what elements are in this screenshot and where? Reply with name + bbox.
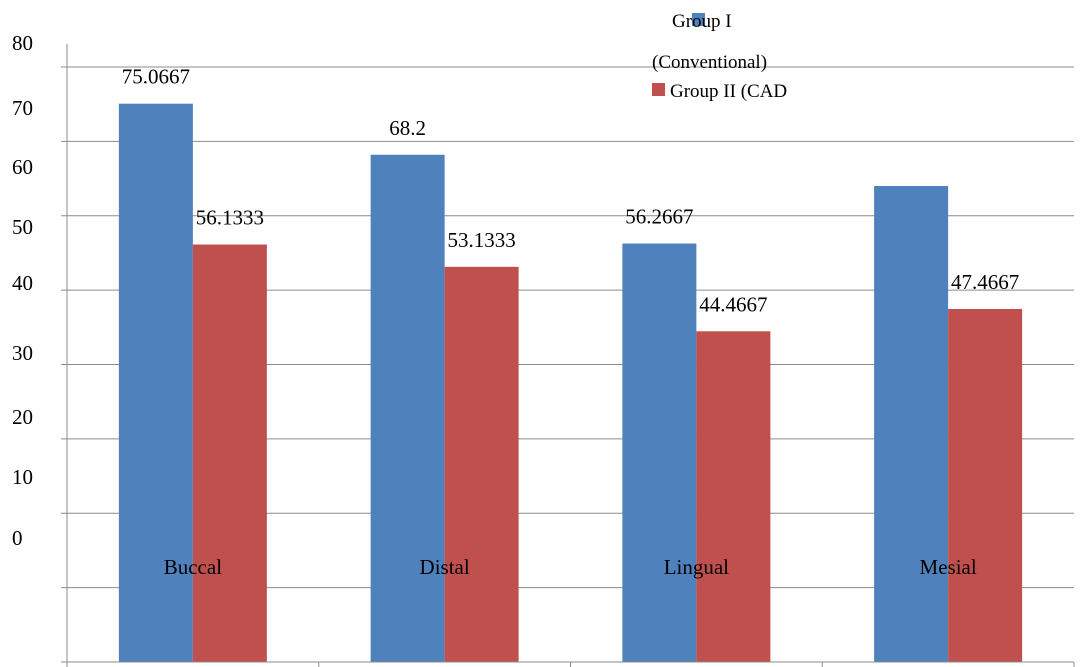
y-tick-label: 40 [12,271,33,295]
y-tick-label: 80 [12,31,33,55]
y-tick-label: 70 [12,96,33,120]
legend: Group I (Conventional) Group II (CAD [652,11,787,102]
legend-swatch-group-1 [692,13,705,26]
bar-2-distal [444,266,519,662]
value-labels: 75.0667 68.2 56.2667 56.1333 53.1333 44.4667 4… [122,65,1020,317]
bar-2-lingual [696,331,771,662]
y-tick-labels: 80 70 60 50 40 30 20 10 0 [12,31,33,550]
value-label-1-distal: 68.2 [389,116,426,140]
bar-2-mesial [948,308,1023,662]
y-tick-label: 20 [12,405,33,429]
value-label-1-lingual: 56.2667 [625,205,693,229]
bar-1-distal [370,154,445,662]
legend-label-group-2: Group II (CAD [670,81,787,102]
category-label-mesial: Mesial [920,555,977,579]
axes [61,44,1075,667]
bar-1-lingual [622,243,697,662]
category-labels: Buccal Distal Lingual Mesial [164,555,977,579]
category-label-buccal: Buccal [164,555,222,579]
bar-1-mesial [874,186,949,662]
bar-1-buccal [118,103,193,663]
value-label-2-lingual: 44.4667 [699,292,767,316]
legend-label-group-1-line-2: (Conventional) [652,52,767,73]
y-tick-label: 50 [12,215,33,239]
y-tick-label: 30 [12,341,33,365]
category-label-distal: Distal [420,555,470,579]
legend-label-group-1-line-1: Group I [672,11,732,32]
bar-2-buccal [192,244,267,662]
value-label-2-mesial: 47.4667 [951,270,1019,294]
value-label-2-distal: 53.1333 [448,228,516,252]
bars [118,103,1023,663]
value-label-1-buccal: 75.0667 [122,65,190,89]
value-label-2-buccal: 56.1333 [196,206,264,230]
category-label-lingual: Lingual [664,555,729,579]
legend-swatch-group-2 [652,83,665,96]
y-tick-label: 10 [12,465,33,489]
y-tick-label: 0 [12,526,23,550]
y-tick-label: 60 [12,155,33,179]
